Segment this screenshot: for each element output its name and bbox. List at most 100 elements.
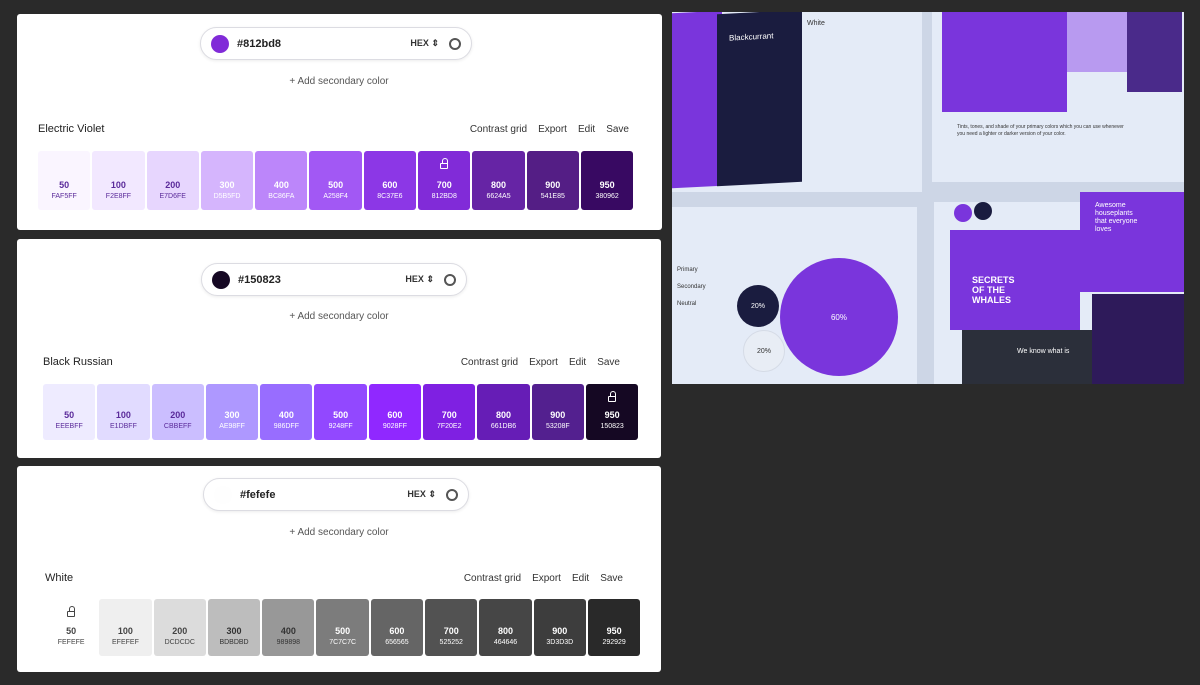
- swatch-hex: 9028FF: [382, 423, 407, 430]
- swatch-400[interactable]: 400 989898: [262, 599, 315, 656]
- hero-text: SECRETS OF THE WHALES: [972, 275, 1015, 305]
- swatch-hex: 53208F: [545, 423, 570, 430]
- swatch-900[interactable]: 900 53208F: [531, 384, 584, 440]
- swatch-800[interactable]: 800 661DB6: [477, 384, 530, 440]
- swatch-900[interactable]: 900 541E85: [526, 151, 579, 210]
- swatch-900[interactable]: 900 3D3D3D: [533, 599, 586, 656]
- swatch-shade: 200: [170, 410, 186, 420]
- swatch-hex: 525252: [439, 639, 463, 646]
- swatch-shade: 600: [389, 626, 405, 636]
- swatch-950[interactable]: 950 292929: [587, 599, 641, 656]
- swatch-500[interactable]: 500 7C7C7C: [316, 599, 369, 656]
- hex-value[interactable]: #812bd8: [237, 37, 282, 50]
- swatch-100[interactable]: 100 EFEFEF: [99, 599, 152, 656]
- format-label: HEX: [407, 489, 426, 499]
- color-input[interactable]: #150823 HEX ⇕: [201, 263, 467, 296]
- primary-circle: 60%: [780, 258, 898, 376]
- edit-button[interactable]: Edit: [577, 124, 596, 135]
- tints-text: Tints, tones, and shade of your primary …: [957, 124, 1124, 137]
- add-secondary-color-button[interactable]: + Add secondary color: [289, 76, 389, 87]
- swatch-400[interactable]: 400 BC86FA: [255, 151, 308, 210]
- swatch-shade: 400: [280, 626, 296, 636]
- swatch-hex: 9248FF: [328, 423, 353, 430]
- contrast-grid-button[interactable]: Contrast grid: [460, 357, 519, 368]
- swatch-hex: BC86FA: [268, 193, 295, 200]
- save-button[interactable]: Save: [597, 357, 620, 368]
- swatch-800[interactable]: 800 464646: [479, 599, 532, 656]
- gear-icon[interactable]: [446, 488, 458, 501]
- swatch-700[interactable]: 700 812BD8: [418, 151, 471, 210]
- swatch-hex: 989898: [276, 639, 301, 646]
- gear-icon[interactable]: [444, 273, 456, 286]
- swatch-shade: 600: [382, 180, 398, 190]
- color-swatch-dot[interactable]: [212, 270, 230, 289]
- swatch-shade: 800: [491, 180, 507, 190]
- export-button[interactable]: Export: [532, 573, 561, 584]
- swatch-shade: 100: [110, 180, 126, 190]
- swatch-shade: 900: [552, 626, 568, 636]
- swatch-shade: 100: [115, 410, 131, 420]
- gear-icon[interactable]: [449, 37, 461, 50]
- edit-button[interactable]: Edit: [568, 357, 587, 368]
- swatch-hex: 6624A5: [486, 193, 511, 200]
- swatch-200[interactable]: 200 CBBEFF: [151, 384, 204, 440]
- lock-icon[interactable]: [440, 158, 449, 169]
- add-secondary-color-button[interactable]: + Add secondary color: [289, 311, 389, 322]
- swatch-300[interactable]: 300 D5B5FD: [200, 151, 254, 210]
- swatch-600[interactable]: 600 9028FF: [368, 384, 422, 440]
- swatch-500[interactable]: 500 9248FF: [314, 384, 367, 440]
- palette-actions: Contrast grid Export Edit Save: [470, 124, 629, 135]
- save-button[interactable]: Save: [606, 124, 629, 135]
- swatch-300[interactable]: 300 AE98FF: [205, 384, 259, 440]
- swatch-400[interactable]: 400 986DFF: [260, 384, 313, 440]
- format-label: HEX: [410, 38, 429, 48]
- swatch-shade: 800: [498, 626, 514, 636]
- swatch-shade: 900: [550, 410, 566, 420]
- contrast-grid-button[interactable]: Contrast grid: [469, 124, 528, 135]
- export-button[interactable]: Export: [538, 124, 567, 135]
- swatch-shade: 950: [606, 626, 622, 636]
- swatch-800[interactable]: 800 6624A5: [472, 151, 525, 210]
- swatch-50[interactable]: 50 FAF5FF: [38, 151, 91, 210]
- swatch-50[interactable]: 50 EEEBFF: [43, 384, 96, 440]
- add-secondary-color-button[interactable]: + Add secondary color: [289, 527, 389, 538]
- color-input[interactable]: #812bd8 HEX ⇕: [200, 27, 472, 60]
- swatch-100[interactable]: 100 F2E8FF: [92, 151, 145, 210]
- swatch-200[interactable]: 200 DCDCDC: [153, 599, 206, 656]
- swatch-shade: 400: [278, 410, 294, 420]
- format-select[interactable]: HEX ⇕: [410, 38, 439, 49]
- swatch-row: 50 FAF5FF 100 F2E8FF 200 E7D6FE 300 D5B5…: [38, 151, 634, 210]
- legend-secondary: Secondary: [677, 284, 706, 290]
- contrast-grid-button[interactable]: Contrast grid: [463, 573, 522, 584]
- save-button[interactable]: Save: [600, 573, 623, 584]
- swatch-300[interactable]: 300 BDBDBD: [207, 599, 261, 656]
- swatch-950[interactable]: 950 150823: [585, 384, 639, 440]
- swatch-200[interactable]: 200 E7D6FE: [146, 151, 199, 210]
- color-swatch-dot[interactable]: [214, 485, 232, 504]
- swatch-hex: F2E8FF: [105, 193, 132, 200]
- swatch-hex: 812BD8: [431, 193, 457, 200]
- swatch-hex: 7F20E2: [436, 423, 462, 430]
- hex-value[interactable]: #150823: [238, 273, 281, 286]
- swatch-hex: E1DBFF: [110, 423, 137, 430]
- lock-icon[interactable]: [67, 606, 76, 617]
- swatch-700[interactable]: 700 7F20E2: [423, 384, 476, 440]
- swatch-700[interactable]: 700 525252: [425, 599, 478, 656]
- export-button[interactable]: Export: [529, 357, 558, 368]
- swatch-100[interactable]: 100 E1DBFF: [97, 384, 150, 440]
- edit-button[interactable]: Edit: [571, 573, 590, 584]
- swatch-950[interactable]: 950 380962: [580, 151, 634, 210]
- swatch-500[interactable]: 500 A258F4: [309, 151, 362, 210]
- lock-icon[interactable]: [608, 391, 617, 402]
- format-select[interactable]: HEX ⇕: [407, 489, 436, 500]
- color-swatch-dot[interactable]: [211, 34, 229, 53]
- hex-value[interactable]: #fefefe: [240, 488, 276, 501]
- swatch-600[interactable]: 600 8C37E6: [363, 151, 417, 210]
- swatch-600[interactable]: 600 656565: [370, 599, 424, 656]
- format-select[interactable]: HEX ⇕: [405, 274, 434, 285]
- swatch-shade: 200: [172, 626, 188, 636]
- swatch-50[interactable]: 50 FEFEFE: [45, 599, 98, 656]
- color-input[interactable]: #fefefe HEX ⇕: [203, 478, 469, 511]
- swatch-hex: 150823: [600, 423, 624, 430]
- swatch-hex: D5B5FD: [213, 193, 241, 200]
